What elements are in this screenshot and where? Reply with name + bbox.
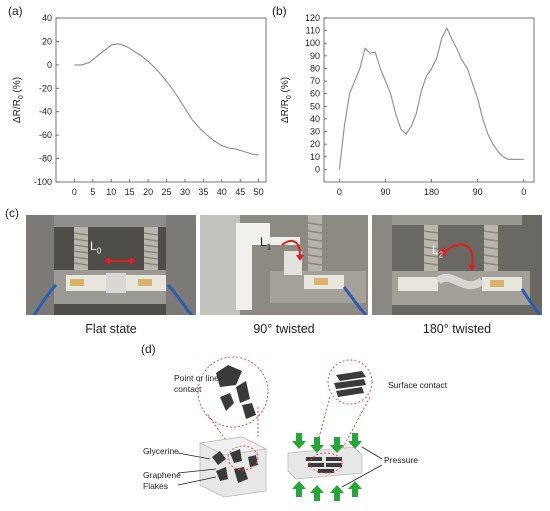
x-tick-label: 90: [380, 187, 390, 197]
y-tick-label: 90: [310, 51, 320, 61]
x-tick-label: 0: [72, 187, 77, 197]
label-surface-contact: Surface contact: [388, 380, 448, 390]
x-tick-label: 90: [473, 187, 483, 197]
y-tick-label: -80: [39, 154, 52, 164]
length-label-l1: L1: [260, 235, 272, 252]
x-tick-label: 0: [337, 187, 342, 197]
length-label-l2: L2: [432, 243, 444, 260]
y-tick-label: 30: [310, 127, 320, 137]
label-graphene-flakes: Graphene Flakes: [143, 470, 181, 491]
y-tick-label: 40: [310, 114, 320, 124]
photo-flat-state: L0: [26, 215, 196, 315]
y-tick-label: 100: [305, 38, 320, 48]
y-tick-label: 20: [42, 36, 52, 46]
x-tick-label: 25: [162, 187, 172, 197]
chart-a: -100 -80 -60 -40 -20 0 20 40 0 5 10 15 20 25 30 35 40 45 5…: [12, 13, 267, 197]
x-tick-label: 5: [90, 187, 95, 197]
y-axis-label: ΔR/R0 (%): [280, 77, 293, 123]
y-tick-label: 110: [306, 26, 320, 36]
y-tick-label: 0: [47, 60, 52, 70]
x-tick-label: 10: [106, 187, 116, 197]
panel-label-d: (d): [141, 342, 156, 356]
chart-b: 0102030405060708090100110120090180900Deg…: [280, 13, 535, 197]
photo-90-twisted: L1: [200, 215, 368, 315]
y-tick-label: -60: [39, 130, 52, 140]
y-tick-label: -100: [34, 177, 52, 187]
caption-180-twisted: 180° twisted: [422, 322, 492, 336]
label-pressure: Pressure: [384, 455, 419, 465]
y-tick-label: -20: [39, 83, 52, 93]
x-tick-label: 180: [424, 187, 439, 197]
y-axis-label: ΔR/R0 (%): [12, 77, 25, 123]
data-line: [74, 43, 259, 156]
x-tick-label: 15: [125, 187, 135, 197]
plot-frame: [55, 17, 267, 183]
y-tick-label: 120: [305, 13, 320, 23]
x-tick-label: 40: [217, 187, 227, 197]
y-tick-label: 80: [310, 63, 320, 73]
panel-label-c: (c): [5, 206, 19, 220]
caption-flat-state: Flat state: [85, 322, 137, 336]
x-tick-label: 45: [235, 187, 245, 197]
y-tick-label: -40: [39, 107, 52, 117]
x-tick-label: 30: [180, 187, 190, 197]
data-line: [338, 26, 524, 170]
panel-label-a: (a): [8, 4, 23, 18]
y-tick-label: 0: [315, 164, 320, 174]
x-tick-label: 50: [254, 187, 264, 197]
label-glycerine: Glycerine: [143, 446, 179, 456]
y-tick-label: 20: [310, 139, 320, 149]
plot-frame: [323, 17, 535, 183]
x-tick-label: 35: [198, 187, 208, 197]
y-tick-label: 60: [310, 89, 320, 99]
length-label-l0: L0: [90, 239, 102, 256]
y-tick-label: 10: [310, 152, 320, 162]
photo-180-twisted: L2: [372, 215, 542, 315]
y-tick-label: 50: [310, 101, 320, 111]
x-tick-label: 0: [521, 187, 526, 197]
schematic-diagram: [177, 356, 383, 501]
y-tick-label: 70: [310, 76, 320, 86]
x-tick-label: 20: [143, 187, 153, 197]
y-tick-label: 40: [42, 13, 52, 23]
panel-label-b: (b): [272, 4, 287, 18]
caption-90-twisted: 90° twisted: [253, 322, 315, 336]
label-point-contact: Point or line contact: [174, 373, 219, 394]
